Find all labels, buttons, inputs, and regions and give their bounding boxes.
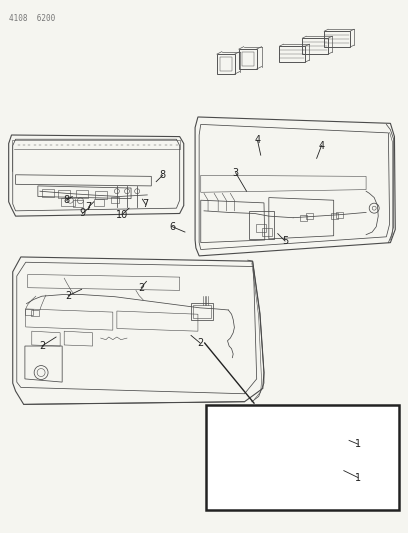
Bar — [206, 406, 399, 511]
Text: 7: 7 — [85, 202, 92, 212]
Text: 8: 8 — [160, 171, 166, 180]
Bar — [61, 198, 75, 206]
Text: 3: 3 — [233, 168, 239, 177]
Text: 2: 2 — [65, 290, 71, 301]
Bar — [31, 310, 39, 316]
Bar — [193, 304, 211, 318]
Text: 4: 4 — [255, 135, 261, 146]
Text: 5: 5 — [282, 236, 288, 246]
Text: 2: 2 — [197, 338, 203, 348]
Text: 8: 8 — [63, 195, 69, 205]
Text: 4: 4 — [319, 141, 325, 151]
Text: 10: 10 — [116, 209, 128, 220]
Text: 6: 6 — [169, 222, 175, 232]
Bar — [306, 213, 313, 219]
Bar — [300, 215, 307, 221]
Bar — [25, 309, 33, 314]
Text: 9: 9 — [80, 208, 86, 219]
Bar — [76, 190, 89, 198]
Bar — [111, 197, 119, 203]
Bar — [191, 303, 213, 320]
Bar — [336, 212, 343, 217]
Bar — [42, 189, 54, 197]
Text: 2: 2 — [138, 282, 144, 293]
Bar — [73, 200, 82, 207]
Bar — [262, 228, 272, 236]
Bar — [94, 199, 104, 206]
Text: 7: 7 — [142, 199, 149, 209]
Text: 1: 1 — [355, 473, 361, 482]
Bar — [249, 211, 274, 239]
Bar — [95, 191, 106, 199]
Bar — [256, 224, 266, 232]
Text: 4108  6200: 4108 6200 — [9, 14, 55, 23]
Text: 2: 2 — [39, 341, 45, 351]
Text: 1: 1 — [355, 439, 361, 449]
Bar — [58, 190, 70, 198]
Bar — [331, 213, 338, 219]
